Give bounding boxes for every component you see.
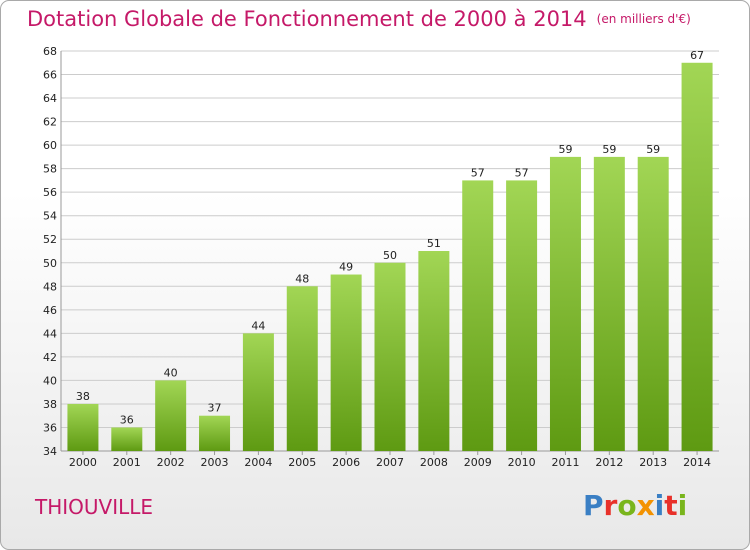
y-tick-label: 54 xyxy=(43,210,57,223)
bar-2001 xyxy=(111,427,143,451)
commune-name: THIOUVILLE xyxy=(35,495,154,519)
chart-subtitle: (en milliers d'€) xyxy=(596,12,691,26)
brand-logo-letter: x xyxy=(636,489,655,522)
y-tick-label: 44 xyxy=(43,327,57,340)
y-tick-label: 56 xyxy=(43,186,57,199)
bar-2012 xyxy=(593,156,625,451)
y-tick-label: 50 xyxy=(43,257,57,270)
title-row: Dotation Globale de Fonctionnement de 20… xyxy=(27,7,691,31)
bar-2009 xyxy=(462,180,494,452)
data-label: 50 xyxy=(383,249,397,262)
y-tick-label: 68 xyxy=(43,45,57,58)
x-tick-label: 2012 xyxy=(595,456,623,469)
x-tick-label: 2009 xyxy=(464,456,492,469)
brand-logo-letter: t xyxy=(664,489,678,522)
data-label: 59 xyxy=(558,143,572,156)
x-tick-label: 2008 xyxy=(420,456,448,469)
y-tick-label: 34 xyxy=(43,445,57,458)
data-labels: 38 36 40 37 44 48 49 50 51 57 57 59 59 59 67 xyxy=(76,49,704,427)
data-label: 40 xyxy=(164,366,178,379)
data-label: 44 xyxy=(251,319,265,332)
data-label: 59 xyxy=(602,143,616,156)
x-tick-label: 2014 xyxy=(683,456,711,469)
x-tick-label: 2007 xyxy=(376,456,404,469)
y-tick-label: 40 xyxy=(43,374,57,387)
data-label: 36 xyxy=(120,413,134,426)
bar-2008 xyxy=(418,251,450,451)
data-label: 51 xyxy=(427,237,441,250)
x-tick-labels: 2000 2001 2002 2003 2004 2005 2006 2007 2008 2009… xyxy=(69,451,711,469)
bar-2000 xyxy=(67,403,99,451)
brand-logo-letter: o xyxy=(617,489,637,522)
brand-logo-letter: r xyxy=(603,489,618,522)
x-tick-label: 2003 xyxy=(201,456,229,469)
bar-2014 xyxy=(681,62,713,451)
y-tick-label: 64 xyxy=(43,92,57,105)
data-label: 67 xyxy=(690,49,704,62)
y-tick-label: 48 xyxy=(43,280,57,293)
y-tick-label: 52 xyxy=(43,233,57,246)
x-tick-label: 2002 xyxy=(157,456,185,469)
x-tick-label: 2004 xyxy=(244,456,272,469)
bar-2004 xyxy=(242,333,274,451)
x-tick-label: 2011 xyxy=(551,456,579,469)
data-label: 57 xyxy=(471,166,485,179)
x-tick-label: 2010 xyxy=(508,456,536,469)
x-tick-label: 2005 xyxy=(288,456,316,469)
y-tick-label: 42 xyxy=(43,351,57,364)
data-label: 57 xyxy=(515,166,529,179)
bar-2011 xyxy=(549,156,581,451)
bar-2010 xyxy=(506,180,538,452)
y-tick-label: 46 xyxy=(43,304,57,317)
x-tick-label: 2001 xyxy=(113,456,141,469)
y-tick-label: 38 xyxy=(43,398,57,411)
brand-logo-letter: i xyxy=(654,489,665,522)
bar-2007 xyxy=(374,262,406,451)
data-label: 48 xyxy=(295,272,309,285)
data-label: 59 xyxy=(646,143,660,156)
y-tick-labels: 34 36 38 40 42 44 46 48 50 52 54 56 58 60 62 64 66 68 xyxy=(43,45,57,458)
bar-2002 xyxy=(155,380,187,451)
y-tick-label: 62 xyxy=(43,116,57,129)
x-tick-label: 2000 xyxy=(69,456,97,469)
y-tick-label: 66 xyxy=(43,69,57,82)
y-tick-label: 60 xyxy=(43,139,57,152)
bar-2006 xyxy=(330,274,362,451)
chart-title: Dotation Globale de Fonctionnement de 20… xyxy=(27,7,587,31)
bars xyxy=(67,62,713,452)
y-tick-label: 36 xyxy=(43,421,57,434)
y-tick-label: 58 xyxy=(43,163,57,176)
data-label: 38 xyxy=(76,390,90,403)
data-label: 37 xyxy=(208,402,222,415)
brand-logo: Proxiti xyxy=(583,489,687,522)
x-tick-label: 2006 xyxy=(332,456,360,469)
bar-2005 xyxy=(286,286,318,451)
brand-logo-letter: i xyxy=(677,489,688,522)
x-tick-label: 2013 xyxy=(639,456,667,469)
bar-2003 xyxy=(199,415,231,451)
brand-logo-letter: P xyxy=(583,489,604,522)
data-label: 49 xyxy=(339,261,353,274)
bar-2013 xyxy=(637,156,669,451)
